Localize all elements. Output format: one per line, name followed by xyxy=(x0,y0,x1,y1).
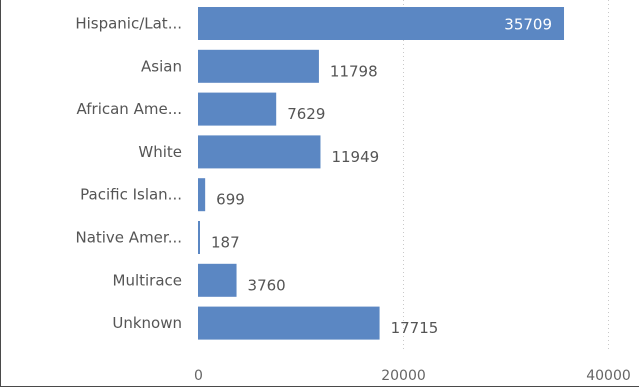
x-tick-label: 0 xyxy=(194,368,203,384)
bar xyxy=(198,178,206,212)
bar xyxy=(198,221,200,254)
x-axis-tick-labels: 0 20000 40000 xyxy=(194,368,631,384)
category-label: Native Amer... xyxy=(75,229,182,247)
data-label: 3760 xyxy=(248,276,286,294)
data-label: 7629 xyxy=(287,105,325,123)
data-label: 17715 xyxy=(391,319,439,337)
bar xyxy=(198,135,321,169)
bar xyxy=(198,92,277,126)
category-label: Unknown xyxy=(112,314,182,332)
x-tick-label: 40000 xyxy=(586,368,631,384)
category-label: African Ame... xyxy=(77,100,182,118)
category-label: Multirace xyxy=(113,271,183,289)
value-labels: 35709 11798 7629 11949 699 187 3760 17715 xyxy=(211,16,552,338)
bar xyxy=(198,7,565,40)
category-label: Pacific Islan... xyxy=(80,186,182,204)
data-label: 187 xyxy=(211,234,240,252)
x-tick-label: 20000 xyxy=(381,368,426,384)
bar xyxy=(198,49,319,83)
category-label: Hispanic/Lat... xyxy=(75,15,182,33)
data-label: 11798 xyxy=(330,62,378,80)
category-label: Asian xyxy=(141,57,182,75)
gridlines xyxy=(403,0,609,352)
data-label: 35709 xyxy=(504,16,552,34)
bar xyxy=(198,263,237,297)
data-label: 11949 xyxy=(331,148,379,166)
category-label: White xyxy=(138,143,182,161)
bar xyxy=(198,306,380,340)
category-labels: Hispanic/Lat... Asian African Ame... White P… xyxy=(75,15,182,333)
data-label: 699 xyxy=(216,191,245,209)
bars xyxy=(198,7,565,340)
